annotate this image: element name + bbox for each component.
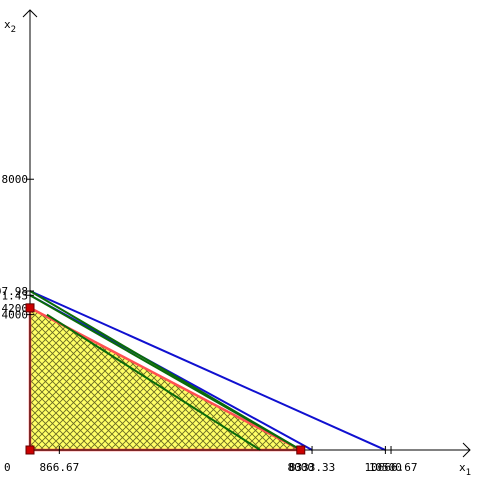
y-tick-label-5: 8000: [2, 173, 29, 186]
x-tick-label-3: 8333.33: [289, 461, 335, 474]
y-axis-arrow: [22, 9, 38, 18]
x-tick-label-4: 10500: [369, 461, 402, 474]
constraint-line-1: [29, 290, 386, 451]
ticks-layer: 866.6780008333.331050010666.674000420045…: [0, 173, 418, 474]
constraint-lines-layer: [29, 290, 386, 451]
y-tick-label-3: 4571.43: [0, 289, 28, 302]
y-tick-label-1: 4000: [2, 309, 29, 322]
axes: [22, 9, 471, 458]
vertex-marker-2: [25, 303, 35, 313]
vertex-marker-3: [296, 445, 306, 455]
x-tick-label-1: 866.67: [39, 461, 79, 474]
vertex-marker-1: [25, 445, 35, 455]
x-tick-label-5: 10666.67: [365, 461, 418, 474]
vertices-layer: [25, 303, 306, 455]
x-axis-arrow: [462, 442, 471, 458]
y-axis-label: x2: [4, 18, 16, 35]
origin-label: 0: [4, 461, 11, 474]
constraint-line-4: [29, 294, 302, 451]
x-axis-label: x1: [459, 461, 471, 478]
y-tick-label-2: 4200: [2, 302, 29, 315]
constraint-line-5: [46, 313, 261, 451]
y-tick-label-4: 4697.98: [0, 285, 28, 298]
x-tick-label-2: 8000: [288, 461, 315, 474]
